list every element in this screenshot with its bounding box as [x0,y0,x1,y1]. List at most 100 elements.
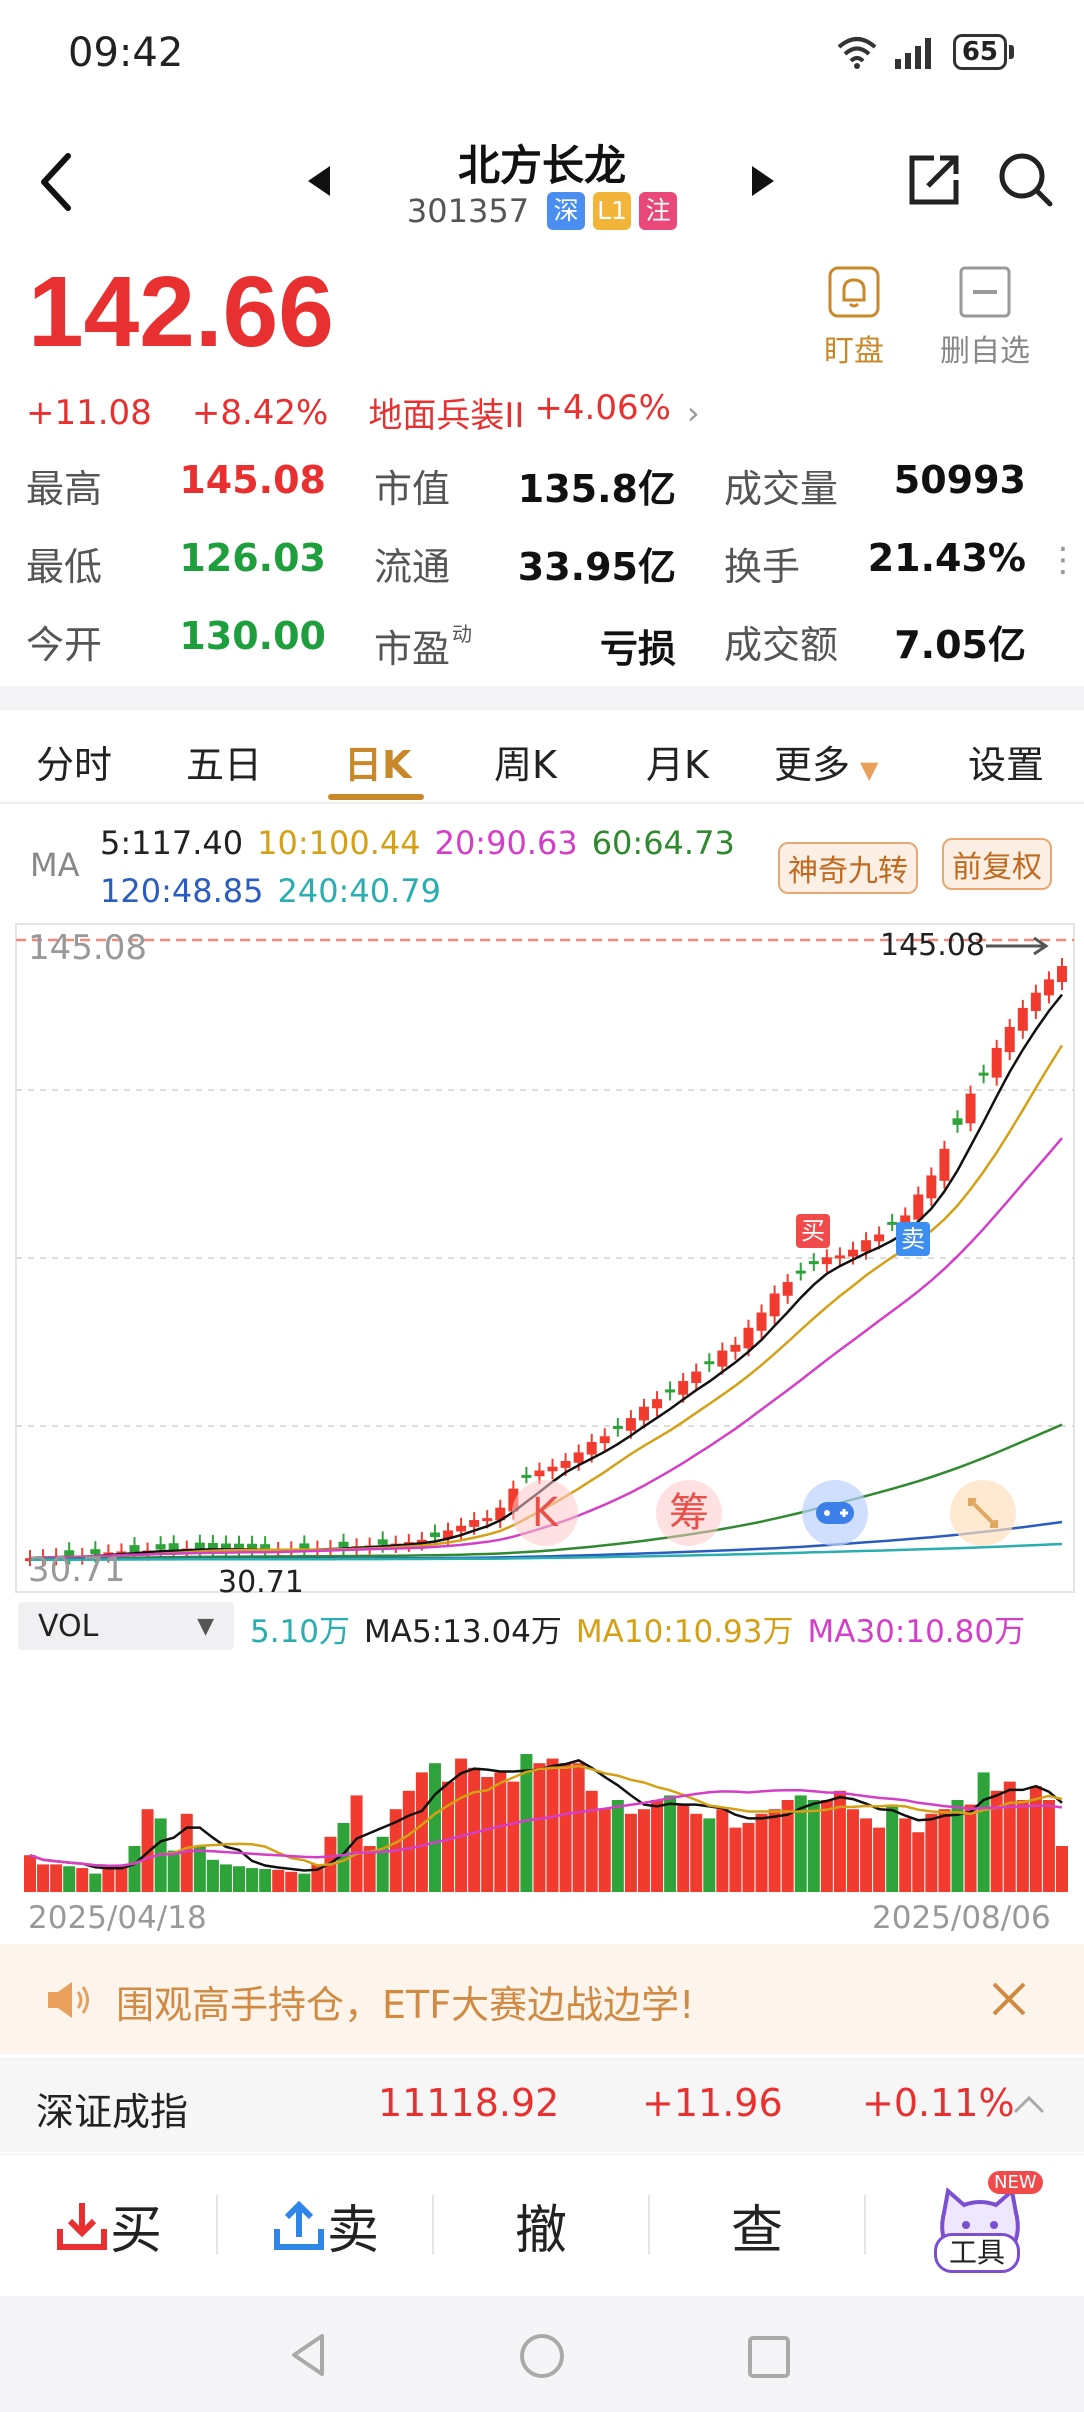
tab-weekly-k[interactable]: 周K [494,743,557,787]
candle [847,1249,858,1257]
indicator-select[interactable]: VOL ▼ [18,1602,234,1650]
buy-signal-marker[interactable]: 买 [796,1214,830,1248]
tab-five-day[interactable]: 五日 [186,743,263,787]
prev-stock-icon[interactable] [306,164,332,198]
tab-more[interactable]: 更多 ▼ [774,734,878,789]
stat-value: 145.08 [179,458,326,502]
chip-overlay-button[interactable]: 筹 [656,1480,722,1546]
chevron-up-icon[interactable] [1012,2093,1046,2115]
tab-settings[interactable]: 设置 [968,743,1045,787]
k-overlay-button[interactable]: K [512,1480,578,1546]
candle [194,1542,205,1549]
volume-bar [977,1772,990,1892]
battery-icon: 65 [952,34,1014,70]
toolbar-divider [864,2195,866,2255]
promo-text: 围观高手持仓，ETF大赛边战边学! [116,1983,695,2027]
candle [90,1549,101,1555]
stock-code: 301357 [406,192,530,230]
candle [965,1093,976,1124]
chart-low-marker: 30.71 [218,1565,304,1600]
candle [691,1371,702,1383]
download-icon [56,2203,107,2250]
tools-label: 工具 [934,2233,1020,2273]
promo-banner[interactable]: 围观高手持仓，ETF大赛边战边学! [0,1944,1084,2054]
chart-tabs: 分时 五日 日K 周K 月K 更多 ▼ 设置 [0,712,1084,804]
tab-monthly-k[interactable]: 月K [646,743,709,787]
buy-button[interactable]: 买 [0,2155,216,2295]
volume-chart[interactable] [0,1652,1084,1898]
candle [247,1543,258,1551]
sector-link[interactable]: 地面兵装II +4.06% [368,388,671,437]
sell-label: 卖 [326,2200,379,2261]
stat-label-sup: 动 [452,622,473,646]
index-bar[interactable]: 深证成指 11118.92 +11.96 +0.11% [0,2058,1084,2152]
vol-ma30-line [29,1788,1063,1868]
volume-bar [1029,1786,1042,1892]
game-overlay-button[interactable] [802,1480,868,1546]
volume-bar [115,1864,128,1892]
expand-icon [968,1498,998,1528]
volume-bar [624,1813,637,1892]
volume-bar [572,1763,585,1892]
close-icon[interactable] [990,1980,1028,2018]
candle [1017,1007,1028,1031]
candle [978,1072,989,1076]
volume-bar [533,1763,546,1892]
remove-watchlist-button[interactable]: 删自选 [930,266,1040,370]
candle [377,1539,388,1545]
search-icon[interactable] [996,150,1056,210]
candle [469,1520,480,1527]
query-button[interactable]: 查 [730,2200,783,2261]
high-arrow-icon [986,936,1049,956]
volume-bar [886,1804,899,1892]
candle [220,1543,231,1550]
nav-recents-icon[interactable] [746,2334,792,2380]
stat-label: 市值 [374,467,451,511]
candle [547,1466,558,1472]
back-icon[interactable] [36,152,76,212]
candle [1030,992,1041,1011]
candle [573,1452,584,1463]
candle [769,1293,780,1317]
candle [834,1255,845,1259]
volume-bar [716,1809,729,1892]
price-adjust-button[interactable]: 前复权 [942,838,1052,890]
sell-signal-marker[interactable]: 卖 [896,1222,930,1256]
minus-box-icon [959,266,1011,318]
current-price: 142.66 [28,256,334,368]
next-stock-icon[interactable] [750,164,776,198]
candle [534,1470,545,1477]
candle [926,1175,937,1199]
volume-bar [925,1813,938,1892]
trade-toolbar: 买 卖 撤 查 工具 NEW [0,2154,1084,2294]
more-vertical-icon[interactable]: ⋮ [1046,540,1080,580]
watch-button[interactable]: 盯盘 [818,266,890,370]
stat-label: 成交额 [724,623,839,667]
volume-bar [860,1818,873,1892]
nav-home-icon[interactable] [518,2332,566,2380]
volume-bar [363,1846,376,1892]
tools-button[interactable]: 工具 NEW [924,2171,1044,2285]
stat-value: 亏损 [599,627,676,671]
new-badge: NEW [988,2171,1043,2194]
stat-value: 130.00 [179,614,326,658]
tab-daily-k[interactable]: 日K [344,743,412,787]
nav-back-icon[interactable] [288,2332,328,2378]
volume-bar [664,1795,677,1892]
cancel-order-button[interactable]: 撤 [514,2200,567,2261]
volume-bar [402,1790,415,1892]
vol-values: 5.10万 MA5:13.04万 MA10:10.93万 MA30:10.80万 [250,1606,1025,1651]
volume-bar [690,1813,703,1892]
tab-intraday[interactable]: 分时 [36,743,113,787]
share-icon[interactable] [904,150,964,210]
fullscreen-overlay-button[interactable] [950,1480,1016,1546]
remove-label: 删自选 [940,334,1030,369]
volume-bar [912,1832,925,1892]
nine-turn-button[interactable]: 神奇九转 [778,842,918,894]
chevron-right-icon: › [686,393,700,432]
candle [665,1389,676,1393]
volume-bar [376,1836,389,1892]
dropdown-icon: ▼ [197,1613,214,1639]
sell-button[interactable]: 卖 [218,2155,432,2295]
candle [625,1418,636,1431]
